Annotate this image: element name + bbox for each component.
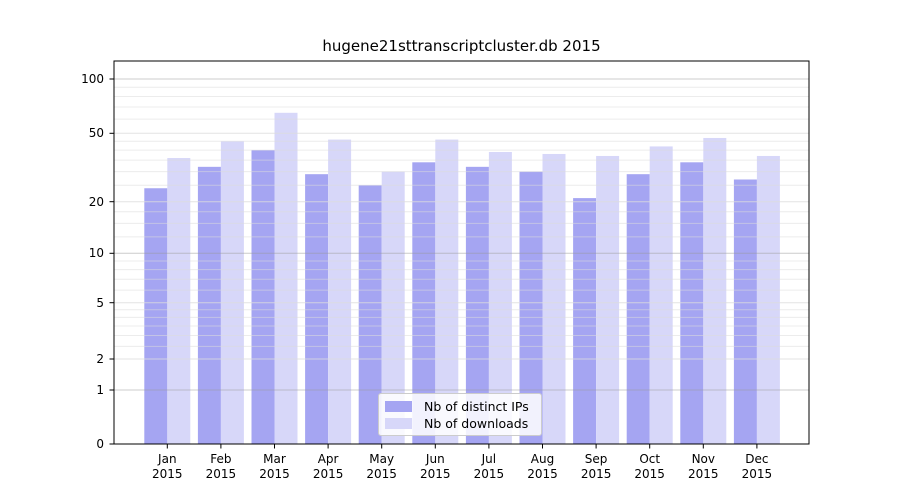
x-tick-label-oct: Oct 2015 <box>634 452 665 481</box>
legend-label-distinct-ips: Nb of distinct IPs <box>424 399 529 414</box>
legend-swatch-downloads <box>385 418 412 429</box>
y-tick-label-0: 0 <box>96 437 104 451</box>
x-tick-label-nov: Nov 2015 <box>688 452 719 481</box>
x-tick-label-aug: Aug 2015 <box>527 452 558 481</box>
bar-ips-jul <box>465 166 489 444</box>
legend-item-downloads: Nb of downloads <box>385 416 533 431</box>
y-tick-label-10: 10 <box>88 246 104 261</box>
bar-downloads-jul <box>488 152 512 445</box>
bar-downloads-feb <box>220 141 244 444</box>
x-tick-label-feb: Feb 2015 <box>205 452 237 481</box>
bar-downloads-nov <box>703 137 727 444</box>
bar-ips-jan <box>144 188 168 444</box>
legend-label-downloads: Nb of downloads <box>424 416 529 431</box>
bar-downloads-oct <box>649 146 673 445</box>
x-tick-label-apr: Apr 2015 <box>312 452 344 481</box>
x-tick-label-jun: Jun 2015 <box>420 452 451 481</box>
legend: Nb of distinct IPs Nb of downloads <box>378 393 542 436</box>
y-tick-label-100: 100 <box>81 72 104 86</box>
bar-ips-dec <box>733 179 757 444</box>
bar-downloads-jan <box>167 158 191 444</box>
bar-downloads-jun <box>435 139 459 444</box>
legend-item-distinct-ips: Nb of distinct IPs <box>385 399 533 414</box>
x-tick-label-dec: Dec 2015 <box>741 452 773 481</box>
x-tick-label-jan: Jan 2015 <box>152 452 183 481</box>
x-tick-label-jul: Jul 2015 <box>473 452 505 481</box>
bar-downloads-sep <box>596 155 620 445</box>
chart-title: hugene21sttranscriptcluster.db 2015 <box>322 37 601 55</box>
bar-ips-oct <box>626 174 650 445</box>
x-tick-label-mar: Mar 2015 <box>259 452 290 481</box>
y-tick-label-20: 20 <box>88 194 104 209</box>
bar-ips-sep <box>573 198 597 444</box>
y-tick-label-50: 50 <box>88 126 104 141</box>
bar-ips-may <box>358 185 382 444</box>
x-tick-label-may: May 2015 <box>366 452 397 481</box>
y-tick-label-5: 5 <box>96 295 104 310</box>
bar-downloads-dec <box>756 155 780 445</box>
bar-downloads-mar <box>274 112 298 444</box>
bar-downloads-apr <box>328 139 352 444</box>
bar-ips-feb <box>197 166 221 444</box>
bar-ips-aug <box>519 171 543 444</box>
bar-downloads-may <box>381 171 405 444</box>
legend-swatch-distinct-ips <box>385 401 412 412</box>
y-tick-label-1: 1 <box>96 383 104 397</box>
bar-ips-mar <box>251 150 275 444</box>
bar-ips-apr <box>305 174 329 445</box>
bar-downloads-aug <box>542 153 566 444</box>
x-tick-label-sep: Sep 2015 <box>580 452 612 481</box>
axes-spines <box>113 60 810 445</box>
y-tick-label-2: 2 <box>96 352 104 366</box>
